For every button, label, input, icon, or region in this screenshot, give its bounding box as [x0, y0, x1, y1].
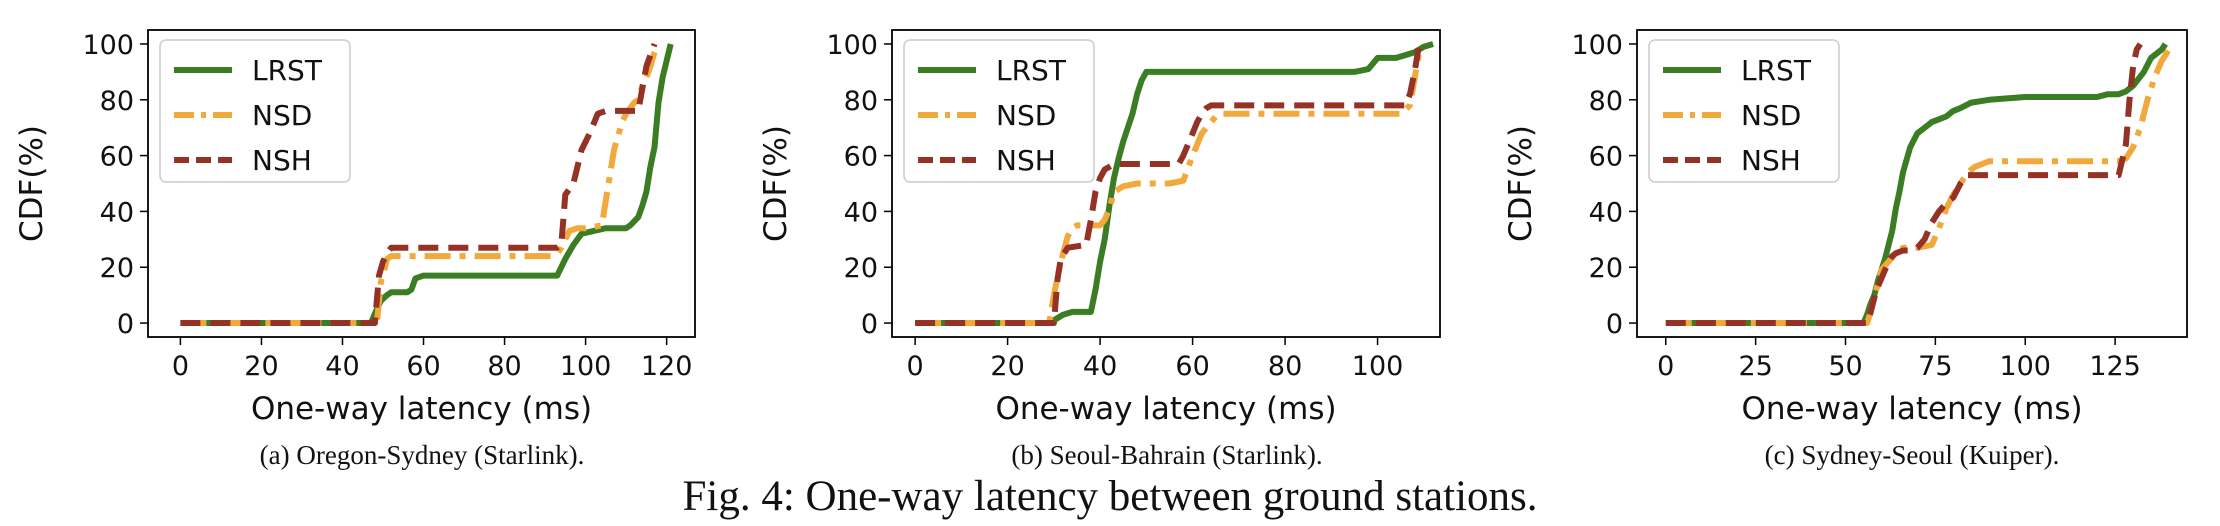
y-tick-label: 100: [826, 30, 878, 61]
series-line-nsh: [180, 42, 658, 326]
legend-label-nsd: NSD: [1741, 99, 1801, 132]
x-tick-label: 100: [1999, 351, 2051, 382]
y-tick-label: 40: [100, 197, 134, 228]
y-tick-label: 0: [1606, 309, 1623, 340]
y-tick-label: 0: [861, 309, 878, 340]
x-tick-label: 25: [1738, 351, 1772, 382]
caption-b: (b) Seoul-Bahrain (Starlink).: [1011, 440, 1323, 470]
y-axis-label: CDF(%): [1503, 125, 1539, 242]
y-tick-label: 20: [844, 253, 878, 284]
y-tick-label: 80: [100, 86, 134, 117]
x-tick-label: 40: [1083, 351, 1117, 382]
y-tick-label: 60: [844, 142, 878, 173]
legend-label-lrst: LRST: [1741, 54, 1812, 87]
y-tick-label: 0: [117, 309, 134, 340]
legend-label-lrst: LRST: [252, 54, 323, 87]
x-tick-label: 100: [560, 351, 612, 382]
x-tick-label: 20: [244, 351, 278, 382]
y-tick-label: 80: [1589, 86, 1623, 117]
y-tick-label: 40: [1589, 197, 1623, 228]
x-axis-label: One-way latency (ms): [251, 391, 592, 427]
x-tick-label: 60: [1175, 351, 1209, 382]
plot-frame: [1636, 29, 2188, 338]
series-line-lrst: [180, 43, 674, 326]
legend-label-nsh: NSH: [996, 144, 1056, 177]
x-tick-label: 100: [1352, 351, 1404, 382]
legend-box: [903, 39, 1095, 183]
y-tick-label: 40: [844, 197, 878, 228]
legend-box: [159, 39, 351, 183]
x-tick-label: 80: [1268, 351, 1302, 382]
legend-label-nsd: NSD: [996, 99, 1056, 132]
series-line-lrst: [915, 41, 1434, 326]
y-tick-label: 60: [1589, 142, 1623, 173]
legend-label-lrst: LRST: [996, 54, 1067, 87]
series-line-nsh: [1665, 42, 2143, 326]
plot-frame: [147, 29, 696, 338]
y-tick-label: 100: [1571, 30, 1623, 61]
y-tick-label: 20: [100, 253, 134, 284]
chart-a: 0 20 40 60 80 100 120 0 20 40 60 80 100 One-way laten…: [14, 29, 696, 427]
x-tick-label: 50: [1828, 351, 1862, 382]
legend-label-nsh: NSH: [1741, 144, 1801, 177]
x-tick-label: 60: [406, 351, 440, 382]
x-tick-label: 0: [172, 351, 189, 382]
y-tick-label: 20: [1589, 253, 1623, 284]
series-line-nsd: [180, 42, 662, 326]
legend-label-nsh: NSH: [252, 144, 312, 177]
y-tick-label: 60: [100, 142, 134, 173]
y-tick-label: 100: [82, 30, 134, 61]
x-tick-label: 125: [2089, 351, 2141, 382]
caption-a: (a) Oregon-Sydney (Starlink).: [259, 440, 585, 470]
series-line-nsh: [915, 43, 1423, 326]
figure-caption: Fig. 4: One-way latency between ground s…: [682, 473, 1538, 520]
x-tick-label: 0: [907, 351, 924, 382]
chart-c: 0 25 50 75 100 125 0 20 40 60 80 100 One-way latency…: [1503, 29, 2188, 427]
x-tick-label: 120: [641, 351, 693, 382]
x-tick-label: 40: [325, 351, 359, 382]
series-line-nsd: [915, 51, 1423, 326]
legend-box: [1648, 39, 1840, 183]
legend-label-nsd: NSD: [252, 99, 312, 132]
y-tick-label: 80: [844, 86, 878, 117]
x-tick-label: 80: [487, 351, 521, 382]
y-axis-label: CDF(%): [14, 125, 50, 242]
plot-frame: [891, 29, 1441, 338]
y-axis-label: CDF(%): [758, 125, 794, 242]
x-axis-label: One-way latency (ms): [995, 391, 1336, 427]
caption-c: (c) Sydney-Seoul (Kuiper).: [1764, 440, 2060, 470]
x-tick-label: 20: [990, 351, 1024, 382]
x-tick-label: 0: [1657, 351, 1674, 382]
x-axis-label: One-way latency (ms): [1741, 391, 2082, 427]
chart-b: 0 20 40 60 80 100 0 20 40 60 80 100 One-way latency …: [758, 29, 1441, 427]
x-tick-label: 75: [1918, 351, 1952, 382]
